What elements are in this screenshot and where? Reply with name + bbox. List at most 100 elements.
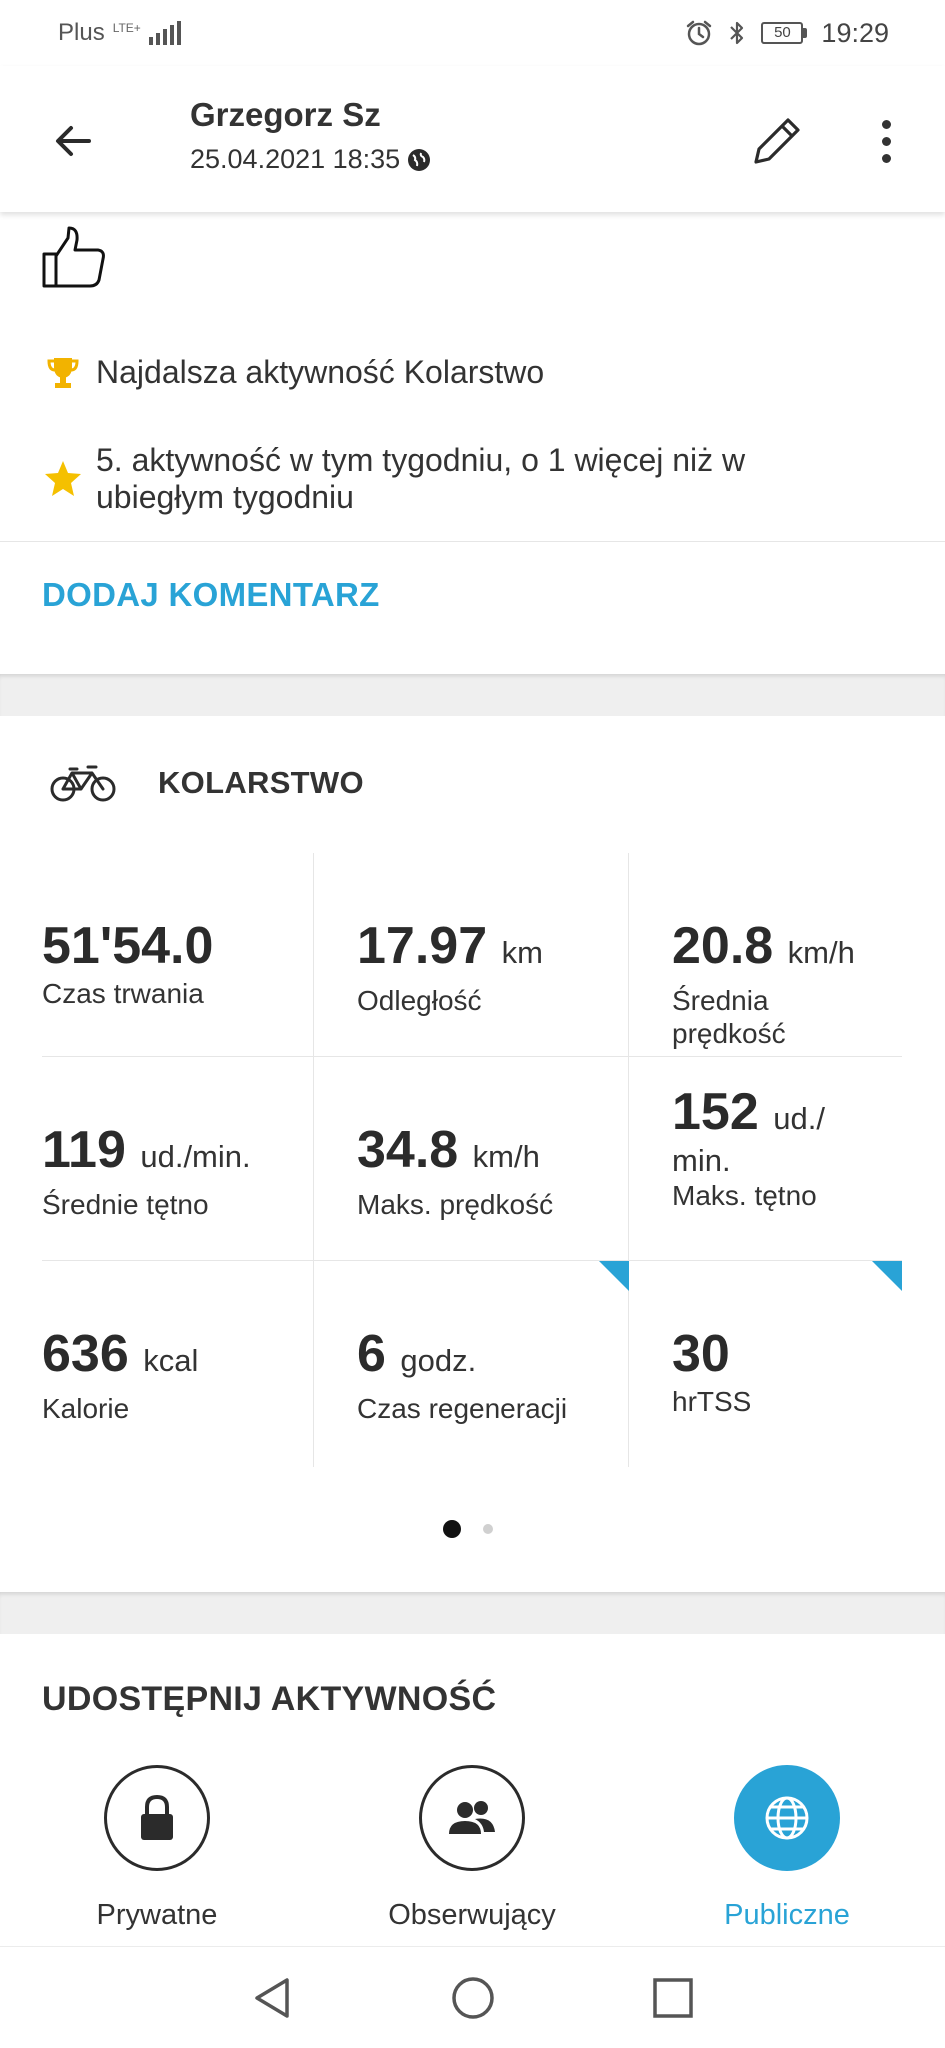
section-separator bbox=[0, 1592, 945, 1634]
user-name: Grzegorz Sz bbox=[190, 96, 381, 133]
status-time: 19:29 bbox=[821, 17, 889, 48]
stat-duration: 51'54.0 Czas trwania bbox=[42, 917, 342, 1010]
sport-header: KOLARSTWO bbox=[50, 763, 364, 803]
nav-recents-icon bbox=[652, 1977, 693, 2018]
stat-label: Czas regeneracji bbox=[357, 1393, 568, 1424]
signal-icon bbox=[148, 21, 181, 45]
achievement-longest: Najdalsza aktywność Kolarstwo bbox=[42, 354, 544, 391]
stat-value: 636 bbox=[42, 1325, 129, 1383]
stat-value: 6 bbox=[357, 1325, 386, 1383]
more-info-indicator bbox=[872, 1261, 902, 1291]
nav-back-button[interactable] bbox=[248, 1973, 298, 2023]
lock-icon bbox=[141, 1794, 173, 1840]
stat-unit-line2: min. bbox=[672, 1143, 731, 1178]
nav-home-icon bbox=[451, 1976, 494, 2019]
activity-datetime: 25.04.2021 18:35 bbox=[190, 144, 401, 174]
app-bar: Grzegorz Sz 25.04.2021 18:35 bbox=[0, 66, 945, 212]
stat-recovery-time[interactable]: 6 godz. Czas regeneracji bbox=[357, 1325, 657, 1425]
stat-unit: km bbox=[501, 935, 543, 970]
bluetooth-icon bbox=[730, 21, 744, 45]
globe-icon bbox=[765, 1796, 809, 1840]
share-label: Prywatne bbox=[96, 1899, 218, 1931]
stat-unit: godz. bbox=[400, 1343, 477, 1378]
stat-unit: kcal bbox=[143, 1343, 199, 1378]
arrow-left-icon bbox=[56, 126, 91, 156]
page-indicator[interactable] bbox=[443, 1520, 493, 1538]
battery-icon: 50 bbox=[761, 22, 808, 44]
section-separator bbox=[0, 674, 945, 716]
carrier-name: Plus bbox=[58, 19, 105, 46]
stat-avg-speed: 20.8 km/h Średnia prędkość bbox=[672, 917, 945, 1050]
achievement-text-line1: 5. aktywność w tym tygodniu, o 1 więcej … bbox=[96, 442, 746, 478]
bicycle-icon bbox=[50, 765, 116, 802]
add-comment-button[interactable]: DODAJ KOMENTARZ bbox=[42, 576, 380, 613]
alarm-icon bbox=[687, 20, 712, 46]
stat-label: Maks. prędkość bbox=[357, 1189, 554, 1220]
nav-home-button[interactable] bbox=[448, 1973, 498, 2023]
stat-value: 51'54.0 bbox=[42, 917, 214, 975]
stat-label: Kalorie bbox=[42, 1393, 130, 1424]
stat-value: 20.8 bbox=[672, 917, 774, 975]
achievement-text: Najdalsza aktywność Kolarstwo bbox=[96, 354, 545, 390]
achievement-text-line2: ubiegłym tygodniu bbox=[96, 479, 354, 515]
share-private-button[interactable]: Prywatne bbox=[42, 1765, 272, 1932]
sport-title: KOLARSTWO bbox=[158, 765, 364, 800]
nav-recents-button[interactable] bbox=[648, 1973, 698, 2023]
stat-max-hr: 152 ud./ min. Maks. tętno bbox=[672, 1083, 945, 1212]
back-button[interactable] bbox=[40, 108, 106, 174]
title-block: Grzegorz Sz 25.04.2021 18:35 bbox=[190, 96, 432, 175]
stat-label: Odległość bbox=[357, 985, 482, 1016]
stat-calories: 636 kcal Kalorie bbox=[42, 1325, 342, 1425]
network-type: LTE+ bbox=[112, 21, 141, 35]
star-icon bbox=[45, 461, 81, 496]
edit-button[interactable] bbox=[742, 106, 812, 176]
status-bar: Plus LTE+ 50 19:29 bbox=[0, 0, 945, 66]
date-row: 25.04.2021 18:35 bbox=[190, 144, 432, 175]
stat-max-speed: 34.8 km/h Maks. prędkość bbox=[357, 1121, 657, 1221]
stat-label: hrTSS bbox=[672, 1386, 752, 1417]
share-label: Obserwujący bbox=[388, 1899, 556, 1931]
status-left: Plus LTE+ bbox=[58, 19, 181, 47]
stat-value: 152 bbox=[672, 1083, 759, 1141]
divider bbox=[0, 541, 945, 542]
stat-unit: ud./ bbox=[773, 1101, 825, 1136]
stats-grid[interactable]: 51'54.0 Czas trwania 17.97 km Odległość … bbox=[42, 853, 902, 1467]
stat-value: 17.97 bbox=[357, 917, 488, 975]
stat-hrtss[interactable]: 30 hrTSS bbox=[672, 1325, 945, 1418]
stat-avg-hr: 119 ud./min. Średnie tętno bbox=[42, 1121, 342, 1221]
share-public-button[interactable]: Publiczne bbox=[672, 1765, 902, 1932]
stat-label-line1: Średnia bbox=[672, 985, 769, 1016]
battery-level: 50 bbox=[761, 22, 804, 44]
share-option-circle bbox=[419, 1765, 525, 1871]
more-options-button[interactable] bbox=[856, 106, 916, 176]
page-dot bbox=[483, 1524, 493, 1534]
stat-label: Czas trwania bbox=[42, 978, 204, 1009]
share-followers-button[interactable]: Obserwujący bbox=[357, 1765, 587, 1932]
share-label: Publiczne bbox=[724, 1899, 850, 1931]
achievement-weekly: 5. aktywność w tym tygodniu, o 1 więcej … bbox=[42, 442, 745, 516]
globe-icon bbox=[408, 148, 431, 171]
thumbs-up-icon bbox=[42, 226, 105, 288]
stat-value: 119 bbox=[42, 1121, 126, 1179]
achievement-text: 5. aktywność w tym tygodniu, o 1 więcej … bbox=[96, 442, 745, 516]
like-button[interactable] bbox=[38, 222, 110, 294]
share-title: UDOSTĘPNIJ AKTYWNOŚĆ bbox=[42, 1680, 497, 1718]
people-icon bbox=[449, 1801, 495, 1834]
stat-label: Średnia prędkość bbox=[672, 984, 945, 1050]
more-info-indicator bbox=[599, 1261, 629, 1291]
status-right: 50 19:29 bbox=[685, 18, 889, 49]
stat-unit: km/h bbox=[472, 1139, 540, 1174]
page-dot-active bbox=[443, 1520, 461, 1538]
stat-unit: ud./min. bbox=[140, 1139, 251, 1174]
share-option-circle bbox=[104, 1765, 210, 1871]
stat-distance: 17.97 km Odległość bbox=[357, 917, 657, 1017]
system-nav-bar bbox=[0, 1946, 945, 2048]
nav-back-icon bbox=[254, 1977, 289, 2018]
stat-unit: km/h bbox=[787, 935, 855, 970]
stat-value: 34.8 bbox=[357, 1121, 459, 1179]
stat-label: Maks. tętno bbox=[672, 1180, 817, 1211]
stat-label-line2: prędkość bbox=[672, 1018, 786, 1049]
share-option-circle bbox=[734, 1765, 840, 1871]
stat-label: Średnie tętno bbox=[42, 1189, 209, 1220]
pencil-icon bbox=[754, 118, 800, 164]
